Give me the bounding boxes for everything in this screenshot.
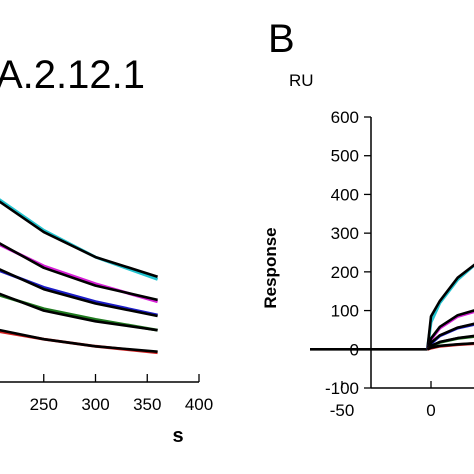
panel-a-series-line (0, 268, 158, 318)
panel-b-y-tick-label: 300 (331, 224, 359, 243)
panel-b-letter: B (268, 17, 295, 61)
panel-b-series-line (426, 322, 474, 350)
panel-b-x-tick-label: -50 (330, 401, 355, 420)
panel-a-series-line (0, 269, 158, 317)
panel-b-y-tick-label: 500 (331, 147, 359, 166)
panel-a-series-line (0, 198, 159, 281)
panel-b-y-tick-label: 600 (331, 108, 359, 127)
panel-b-series-line (426, 342, 474, 351)
panel-b-y-tick-label: 400 (331, 185, 359, 204)
panel-a-x-tick-label: 300 (81, 395, 109, 414)
panel-a-plot: 250 300 350 400 (0, 198, 213, 414)
panel-b-x-tick-label: 0 (426, 401, 435, 420)
panel-a-title: A.2.12.1 (0, 53, 145, 97)
panel-a-x-tick-label: 350 (133, 395, 161, 414)
panel-b-y-tick-label: 100 (331, 302, 359, 321)
panel-a-x-tick-label: 250 (30, 395, 58, 414)
panel-b-series-line (426, 309, 474, 350)
panel-a-xlabel: s (172, 425, 183, 447)
panel-b-y-tick-label: -100 (325, 379, 359, 398)
panel-b-y-tick-label: 200 (331, 263, 359, 282)
panel-a-series-line (0, 200, 158, 278)
panel-b-unit-label: RU (289, 71, 314, 90)
panel-a-series-line (0, 292, 158, 332)
panel-b-series-line (426, 263, 474, 350)
panel-a-x-tick-label: 400 (185, 395, 213, 414)
panel-a-series-line (0, 242, 158, 302)
panel-b-ylabel: Response (261, 227, 280, 308)
panel-a-series-line (0, 328, 158, 353)
